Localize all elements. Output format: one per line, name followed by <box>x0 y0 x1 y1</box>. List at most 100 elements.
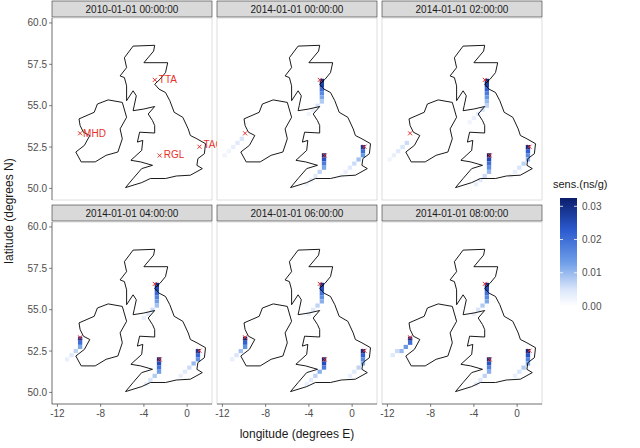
cell <box>320 99 324 103</box>
plot-area <box>65 222 206 392</box>
cell <box>320 299 324 303</box>
site-cross <box>488 153 492 157</box>
panel-title: 2014-01-01 00:00:00 <box>251 4 344 15</box>
panel-title: 2014-01-01 08:00:00 <box>416 208 509 219</box>
cell <box>322 162 326 166</box>
y-tick-label: 57.5 <box>28 59 48 70</box>
strip <box>382 1 542 17</box>
cell <box>476 308 480 312</box>
panel: 2014-01-01 04:00:0050.052.555.057.560.0-… <box>28 205 212 419</box>
colorbar-tick <box>574 272 577 273</box>
site-marker <box>408 335 412 339</box>
panel-frame <box>217 18 377 200</box>
cell <box>517 370 521 374</box>
plot-area <box>387 18 535 188</box>
panel-title: 2014-01-01 02:00:00 <box>416 4 509 15</box>
chart: 2010-01-01 00:00:00TTAMHDRGLTAC50.052.55… <box>0 0 640 448</box>
site-cross <box>483 282 487 286</box>
cell <box>485 291 489 295</box>
site-cross <box>243 131 247 135</box>
y-tick <box>49 188 52 189</box>
site-cross <box>197 145 201 149</box>
cell <box>227 149 231 153</box>
y-tick-label: 55.0 <box>28 304 48 315</box>
cell <box>485 104 489 108</box>
cell <box>474 182 478 186</box>
panel-title: 2014-01-01 04:00:00 <box>86 208 179 219</box>
x-tick <box>100 404 101 407</box>
site-cross <box>153 282 157 286</box>
cell <box>320 295 324 299</box>
cell <box>513 374 517 378</box>
cell <box>155 303 159 307</box>
cell <box>178 374 182 378</box>
cell <box>157 357 161 361</box>
coastline <box>406 304 457 366</box>
cell <box>352 162 356 166</box>
site-cross <box>362 145 366 149</box>
cell <box>157 366 161 370</box>
cell <box>231 145 235 149</box>
site-cross <box>158 357 162 361</box>
x-tick-label: -8 <box>96 408 105 419</box>
cell <box>483 374 487 378</box>
colorbar-tick-label: 0.01 <box>582 267 602 278</box>
y-tick <box>49 22 52 23</box>
x-axis <box>52 404 212 405</box>
panel-background <box>382 222 542 404</box>
cell <box>155 295 159 299</box>
cell <box>487 157 491 161</box>
cell <box>183 370 187 374</box>
panel: 2014-01-01 00:00:00 <box>217 1 377 200</box>
cell <box>320 91 324 95</box>
cell <box>361 153 365 157</box>
x-axis <box>382 404 542 405</box>
site-cross <box>408 335 412 339</box>
y-tick-label: 50.0 <box>28 183 48 194</box>
colorbar-tick <box>560 272 563 273</box>
site-marker <box>488 357 492 361</box>
strip <box>52 205 212 221</box>
y-tick-label: 60.0 <box>28 17 48 28</box>
cell <box>356 157 360 161</box>
site-cross <box>78 131 82 135</box>
site-marker <box>323 357 327 361</box>
y-tick-label: 52.5 <box>28 142 48 153</box>
cell <box>483 174 487 178</box>
site-cross <box>318 282 322 286</box>
cell <box>391 353 395 357</box>
y-tick <box>49 309 52 310</box>
coastline <box>120 249 205 391</box>
site-marker <box>78 335 82 339</box>
cell <box>230 357 234 361</box>
cell <box>395 349 399 353</box>
site-marker <box>408 131 412 135</box>
site-cross <box>78 335 82 339</box>
strip <box>52 1 212 17</box>
site-marker <box>158 357 162 361</box>
site-cross <box>323 357 327 361</box>
colorbar-tick <box>574 206 577 207</box>
colorbar-tick <box>560 206 563 207</box>
cell <box>313 374 317 378</box>
cell <box>191 361 195 365</box>
x-tick <box>265 404 266 407</box>
y-tick <box>49 268 52 269</box>
site-marker <box>362 145 366 149</box>
coastline <box>285 45 370 187</box>
plot-area <box>222 18 370 188</box>
cell <box>187 366 191 370</box>
cell <box>408 341 412 345</box>
cell <box>155 299 159 303</box>
cell <box>322 153 326 157</box>
cell <box>196 353 200 357</box>
y-tick <box>49 226 52 227</box>
panel: 2014-01-01 08:00:00-12-8-40 <box>380 205 542 419</box>
colorbar-tick-label: 0.03 <box>582 201 602 212</box>
y-tick-label: 50.0 <box>28 387 48 398</box>
cell <box>322 166 326 170</box>
cell <box>320 87 324 91</box>
y-axis-title: latitude (degrees N) <box>2 158 16 263</box>
colorbar-tick <box>574 306 577 307</box>
site-cross <box>527 145 531 149</box>
